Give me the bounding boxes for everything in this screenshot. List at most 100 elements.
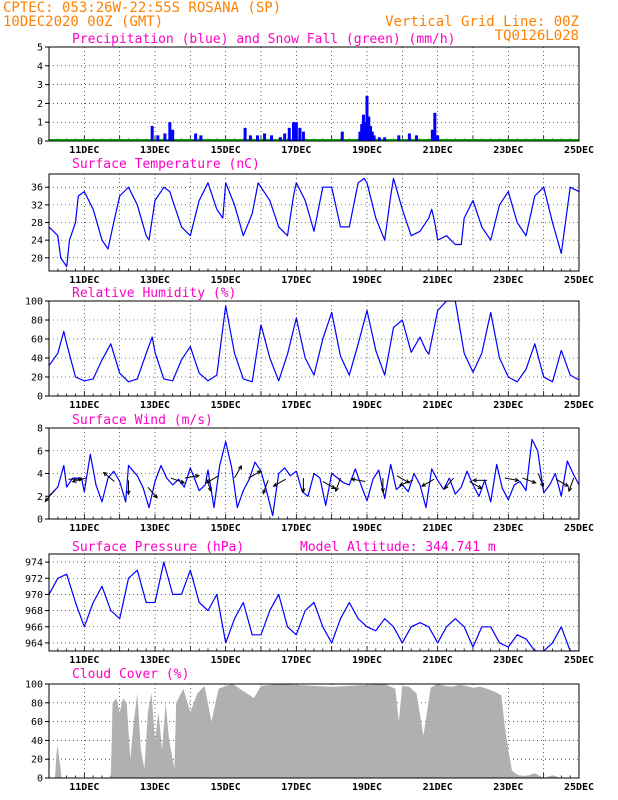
rh-xtick-label: 23DEC [493,400,523,411]
temp-xtick-label: 15DEC [211,275,241,286]
precip-xtick-label: 25DEC [564,145,594,156]
pres-frame [48,553,580,652]
precip-bar [340,131,344,141]
wind-arrow [170,477,185,484]
cloud-ytick-label: 20 [31,755,43,766]
wind-arrow-head [539,482,545,488]
cloud-xtick-label: 17DEC [281,782,311,793]
rh-ytick-label: 60 [31,335,43,346]
wind-arrow-head [301,488,306,494]
precip-bar [278,137,282,141]
wind-arrow-head [350,477,356,482]
wind-arrow-head [443,484,449,490]
wind-arrow [504,477,519,481]
wind-arrow-head [207,487,212,493]
wind-arrow-head [180,479,186,484]
rh-panel: Relative Humidity (%) 0 20 40 60 80 100 11DEC 13… [25,286,594,411]
precip-panel: Precipitation (blue) and Snow Fall (gree… [37,32,594,156]
wind-arrow-head [205,479,211,484]
wind-arrow-head [102,471,108,477]
pres-ytick-label: 966 [25,622,43,633]
wind-arrow [147,486,158,499]
temp-series-line [49,177,579,268]
wind-arrow-head [531,479,537,484]
precip-bar [369,125,373,141]
wind-arrow [469,481,482,489]
precip-bar [358,131,362,141]
precip-bar [298,127,302,141]
precip-bar [243,127,247,141]
cloud-xtick-label: 19DEC [352,782,382,793]
precip-xtick-label: 15DEC [211,145,241,156]
rh-xtick-label: 17DEC [281,400,311,411]
wind-arrow [44,490,55,502]
rh-ytick-label: 80 [31,316,43,327]
cloud-title: Cloud Cover (%) [72,667,189,682]
cloud-xtick-label: 13DEC [140,782,170,793]
wind-arrow-head [380,488,386,494]
wind-ytick-label: 2 [37,492,43,503]
pres-xtick-label: 23DEC [493,655,523,666]
pres-panel: Surface Pressure (hPa) Model Altitude: 34… [25,540,594,666]
wind-arrow [234,465,242,479]
pres-xtick-label: 25DEC [564,655,594,666]
wind-arrow [273,478,286,487]
wind-arrow [262,480,269,494]
precip-ytick-label: 2 [37,99,43,110]
pres-xtick-label: 19DEC [352,655,382,666]
precip-bar [372,135,376,141]
cloud-ytick-label: 40 [31,736,43,747]
cloud-ytick-label: 60 [31,717,43,728]
pres-xtick-label: 15DEC [211,655,241,666]
cloud-xtick-label: 15DEC [211,782,241,793]
precip-bar [287,127,291,141]
precip-bar [171,129,175,141]
temp-ytick-label: 28 [31,218,43,229]
wind-arrow-head [398,481,404,486]
wind-arrow [72,477,87,483]
temp-ytick-label: 24 [31,236,43,247]
wind-xtick-label: 11DEC [69,523,99,534]
wind-arrow-head [237,464,243,470]
precip-bar [194,133,198,141]
precip-bar [255,135,259,141]
cloud-ytick-label: 100 [25,680,43,691]
wind-arrow [335,477,341,492]
temp-xtick-label: 11DEC [69,275,99,286]
precip-bar [199,135,203,141]
rh-xtick-label: 11DEC [69,400,99,411]
precip-bar [150,125,154,141]
precip-bar [414,135,418,141]
wind-arrow [184,475,199,479]
pres-xtick-label: 11DEC [69,655,99,666]
wind-arrow [537,473,544,487]
wind-ytick-label: 0 [37,515,43,526]
cloud-frame [48,683,580,779]
wind-plot-area [49,438,579,517]
precip-xtick-label: 21DEC [423,145,453,156]
wind-arrow-head [477,484,483,490]
wind-arrow-head [564,482,570,487]
pres-subtitle: Model Altitude: 344.741 m [300,540,496,555]
precip-bar [383,137,387,141]
wind-xtick-label: 19DEC [352,523,382,534]
temp-xtick-label: 25DEC [564,275,594,286]
precip-bar [263,133,267,141]
precip-bar [397,135,401,141]
wind-arrow-head [272,482,278,487]
cloud-panel: Cloud Cover (%) 0 20 40 60 80 100 11DEC 13DEC 15D… [25,667,594,793]
wind-arrow-head [194,474,200,479]
temp-xtick-label: 23DEC [493,275,523,286]
cloud-xtick-label: 23DEC [493,782,523,793]
temp-xtick-label: 19DEC [352,275,382,286]
precip-bar [156,135,160,141]
wind-xtick-label: 25DEC [564,523,594,534]
precip-bar [367,116,371,141]
precip-bar [360,124,364,141]
wind-ytick-label: 4 [37,469,43,480]
wind-arrow-head [420,482,427,487]
temp-ytick-label: 20 [31,253,43,264]
rh-xtick-label: 15DEC [211,400,241,411]
pres-series-line [49,561,579,651]
